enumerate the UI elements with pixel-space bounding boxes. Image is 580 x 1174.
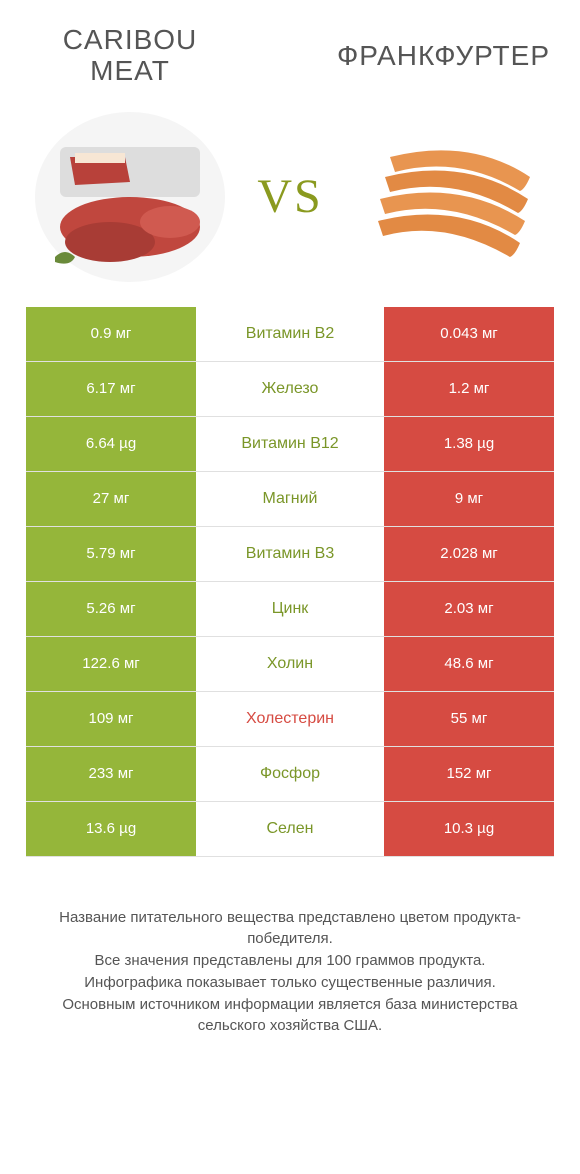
nutrient-name: Железо bbox=[196, 362, 384, 416]
nutrient-name: Цинк bbox=[196, 582, 384, 636]
left-value: 27 мг bbox=[26, 472, 196, 526]
right-value: 2.03 мг bbox=[384, 582, 554, 636]
right-food-image bbox=[350, 107, 550, 287]
left-value: 6.17 мг bbox=[26, 362, 196, 416]
nutrient-name: Фосфор bbox=[196, 747, 384, 801]
footer-line: Инфографика показывает только существенн… bbox=[30, 972, 550, 994]
left-value: 5.79 мг bbox=[26, 527, 196, 581]
left-value: 13.6 µg bbox=[26, 802, 196, 856]
table-row: 6.17 мг Железо 1.2 мг bbox=[26, 362, 554, 417]
footer-notes: Название питательного вещества представл… bbox=[0, 857, 580, 1058]
nutrient-name: Магний bbox=[196, 472, 384, 526]
right-value: 55 мг bbox=[384, 692, 554, 746]
left-value: 233 мг bbox=[26, 747, 196, 801]
left-food-image bbox=[30, 107, 230, 287]
vs-label: VS bbox=[257, 169, 322, 224]
right-value: 152 мг bbox=[384, 747, 554, 801]
nutrient-name: Селен bbox=[196, 802, 384, 856]
comparison-table: 0.9 мг Витамин B2 0.043 мг 6.17 мг Желез… bbox=[26, 307, 554, 857]
left-value: 6.64 µg bbox=[26, 417, 196, 471]
right-value: 0.043 мг bbox=[384, 307, 554, 361]
left-value: 5.26 мг bbox=[26, 582, 196, 636]
table-row: 5.26 мг Цинк 2.03 мг bbox=[26, 582, 554, 637]
right-value: 48.6 мг bbox=[384, 637, 554, 691]
right-value: 2.028 мг bbox=[384, 527, 554, 581]
right-food-title: ФРАНКФУРТЕР bbox=[337, 40, 550, 72]
left-value: 0.9 мг bbox=[26, 307, 196, 361]
table-row: 13.6 µg Селен 10.3 µg bbox=[26, 802, 554, 857]
nutrient-name: Холин bbox=[196, 637, 384, 691]
right-value: 1.38 µg bbox=[384, 417, 554, 471]
right-value: 9 мг bbox=[384, 472, 554, 526]
table-row: 27 мг Магний 9 мг bbox=[26, 472, 554, 527]
nutrient-name: Витамин B12 bbox=[196, 417, 384, 471]
nutrient-name: Холестерин bbox=[196, 692, 384, 746]
nutrient-name: Витамин B3 bbox=[196, 527, 384, 581]
footer-line: Название питательного вещества представл… bbox=[30, 907, 550, 951]
table-row: 0.9 мг Витамин B2 0.043 мг bbox=[26, 307, 554, 362]
table-row: 6.64 µg Витамин B12 1.38 µg bbox=[26, 417, 554, 472]
table-row: 109 мг Холестерин 55 мг bbox=[26, 692, 554, 747]
right-value: 1.2 мг bbox=[384, 362, 554, 416]
right-value: 10.3 µg bbox=[384, 802, 554, 856]
footer-line: Все значения представлены для 100 граммо… bbox=[30, 950, 550, 972]
footer-line: Основным источником информации является … bbox=[30, 994, 550, 1038]
left-food-title: CARIBOU MEAT bbox=[30, 25, 230, 87]
left-value: 122.6 мг bbox=[26, 637, 196, 691]
caribou-meat-icon bbox=[30, 107, 230, 287]
header: CARIBOU MEAT ФРАНКФУРТЕР bbox=[0, 0, 580, 97]
nutrient-name: Витамин B2 bbox=[196, 307, 384, 361]
left-value: 109 мг bbox=[26, 692, 196, 746]
table-row: 233 мг Фосфор 152 мг bbox=[26, 747, 554, 802]
table-row: 5.79 мг Витамин B3 2.028 мг bbox=[26, 527, 554, 582]
table-row: 122.6 мг Холин 48.6 мг bbox=[26, 637, 554, 692]
food-images-row: VS bbox=[0, 97, 580, 307]
frankfurter-icon bbox=[350, 107, 550, 287]
